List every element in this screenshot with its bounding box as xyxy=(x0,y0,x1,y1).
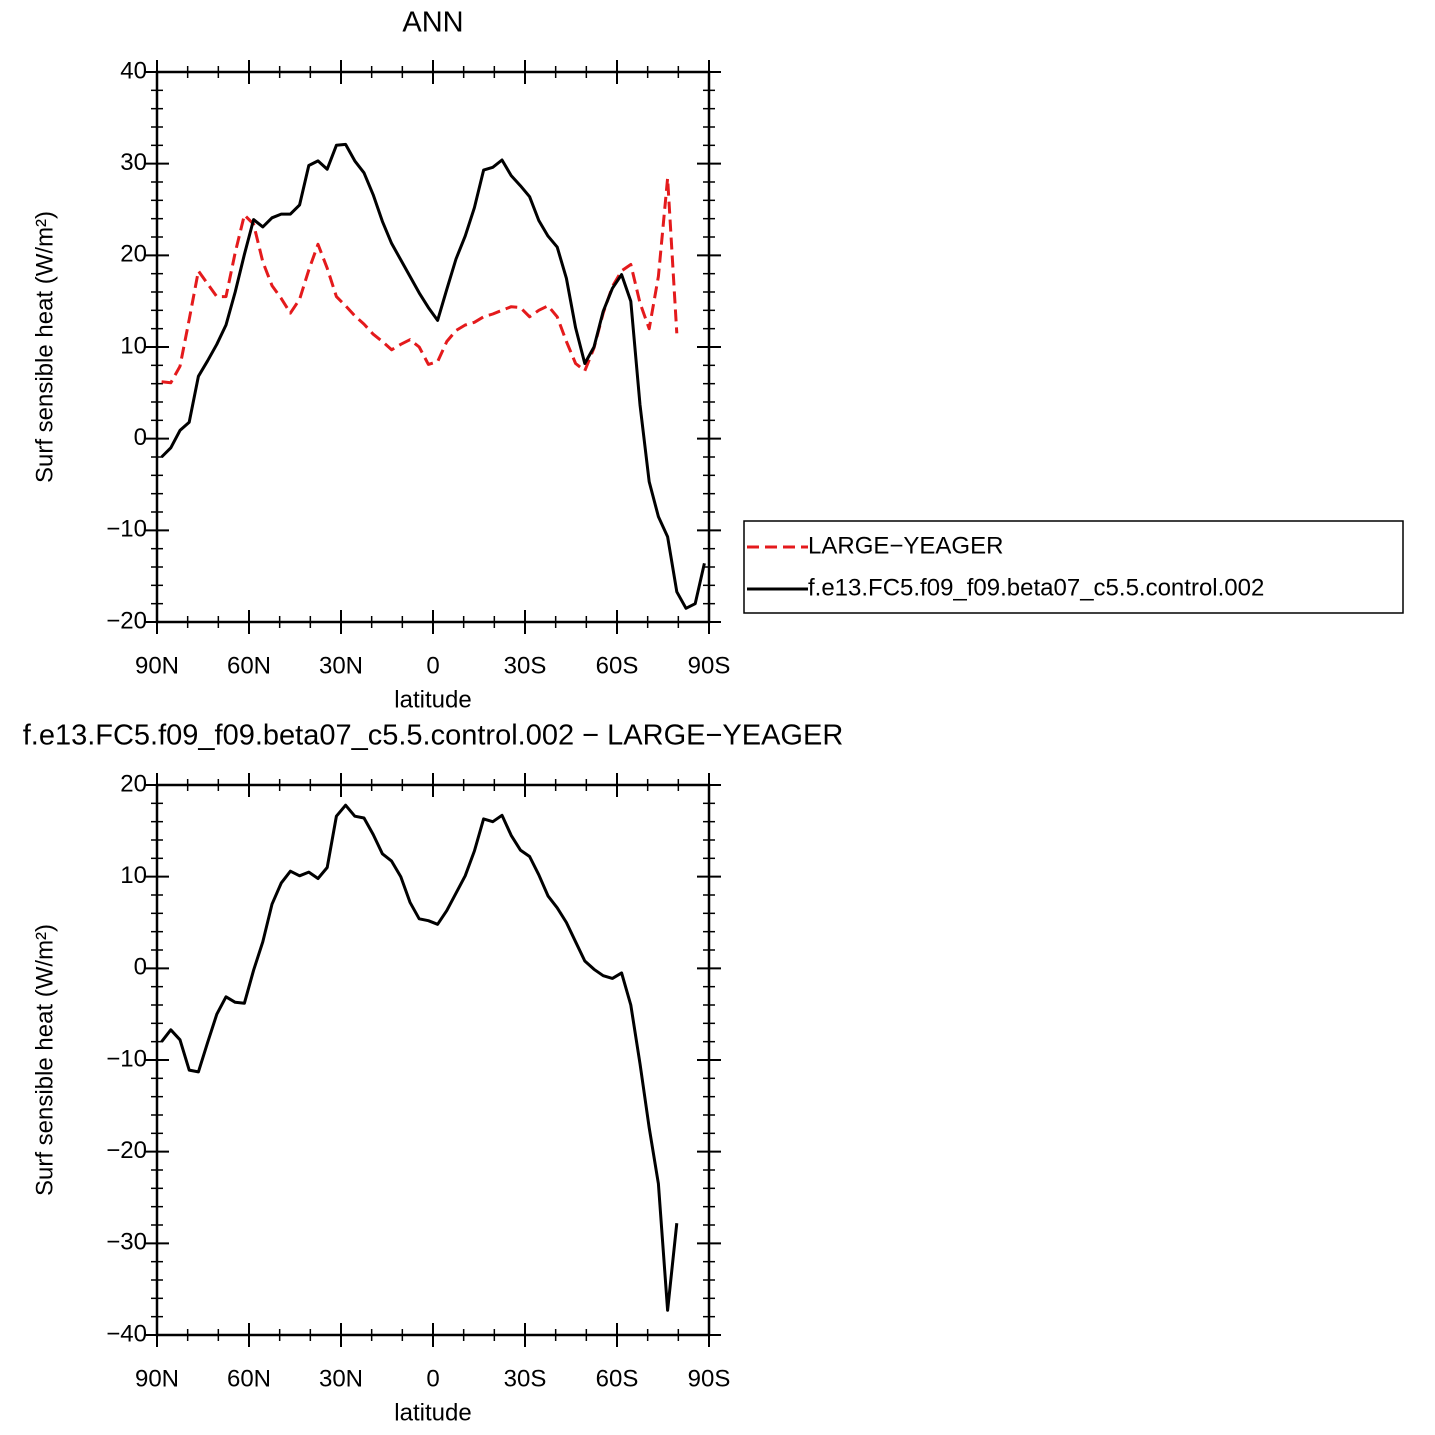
x-tick-label: 60S xyxy=(596,1365,639,1392)
y-tick-label: −10 xyxy=(106,1045,147,1072)
y-axis-label: Surf sensible heat (W/m²) xyxy=(31,924,58,1196)
x-tick-label: 90S xyxy=(688,652,731,679)
plot-frame xyxy=(155,70,711,624)
chart-title: f.e13.FC5.f09_f09.beta07_c5.5.control.00… xyxy=(23,720,844,752)
legend-label: f.e13.FC5.f09_f09.beta07_c5.5.control.00… xyxy=(808,574,1264,601)
x-axis-label: latitude xyxy=(394,1399,471,1426)
x-tick-label: 30S xyxy=(504,1365,547,1392)
legend-label: LARGE−YEAGER xyxy=(808,532,1003,559)
y-axis-label: Surf sensible heat (W/m²) xyxy=(31,211,58,483)
y-tick-label: 30 xyxy=(120,149,147,176)
x-axis-label: latitude xyxy=(394,686,471,713)
y-tick-label: 20 xyxy=(120,770,147,797)
x-tick-label: 30N xyxy=(319,1365,363,1392)
x-tick-label: 90N xyxy=(135,1365,179,1392)
y-tick-label: 0 xyxy=(134,954,147,981)
data-line xyxy=(161,176,679,385)
x-tick-label: 90S xyxy=(688,1365,731,1392)
y-tick-label: 10 xyxy=(120,332,147,359)
y-tick-label: −40 xyxy=(106,1320,147,1347)
y-tick-label: 20 xyxy=(120,241,147,268)
x-tick-label: 0 xyxy=(426,652,439,679)
x-tick-label: 0 xyxy=(426,1365,439,1392)
y-tick-label: −20 xyxy=(106,1137,147,1164)
legend-box xyxy=(743,520,1404,614)
y-tick-label: 40 xyxy=(120,57,147,84)
chart-title: ANN xyxy=(402,7,463,39)
y-tick-label: 0 xyxy=(134,424,147,451)
x-tick-label: 30N xyxy=(319,652,363,679)
data-line xyxy=(160,142,706,610)
x-tick-label: 60N xyxy=(227,652,271,679)
x-tick-label: 60N xyxy=(227,1365,271,1392)
x-tick-label: 60S xyxy=(596,652,639,679)
y-tick-label: 10 xyxy=(120,862,147,889)
x-tick-label: 90N xyxy=(135,652,179,679)
plot-frame xyxy=(155,783,711,1337)
y-tick-label: −10 xyxy=(106,516,147,543)
y-tick-label: −20 xyxy=(106,607,147,634)
data-line xyxy=(160,803,679,1312)
y-tick-label: −30 xyxy=(106,1229,147,1256)
x-tick-label: 30S xyxy=(504,652,547,679)
